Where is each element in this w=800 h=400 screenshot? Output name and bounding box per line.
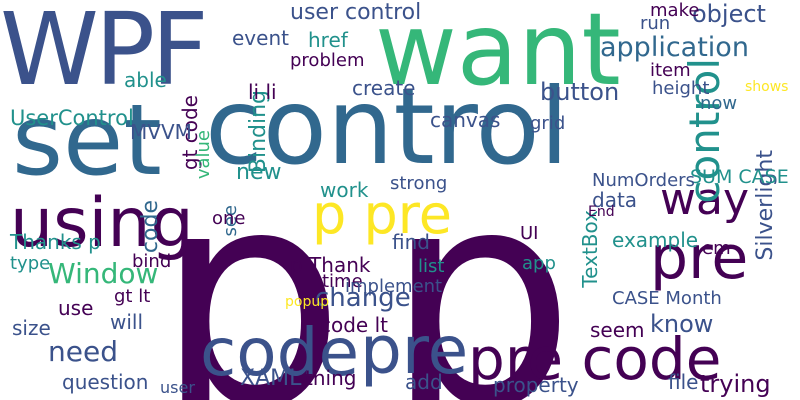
cloud-word: href <box>308 28 348 52</box>
cloud-word: seem <box>590 318 645 342</box>
cloud-word: example <box>612 228 699 252</box>
cloud-word: create <box>352 76 416 100</box>
cloud-word: li li <box>248 80 277 104</box>
cloud-word: code <box>200 314 360 391</box>
cloud-word: event <box>232 26 289 50</box>
cloud-word: work <box>320 178 369 202</box>
cloud-word: new <box>236 160 282 185</box>
cloud-word: height <box>652 78 710 99</box>
cloud-word: application <box>600 32 749 63</box>
cloud-word: p <box>385 125 575 400</box>
cloud-word: code lt <box>320 313 388 337</box>
cloud-word: p <box>155 125 345 400</box>
cloud-word: value <box>193 130 214 180</box>
cloud-word: NumOrders <box>592 170 695 191</box>
cloud-word: able <box>124 68 167 92</box>
cloud-word: list <box>418 256 445 277</box>
cloud-word: problem <box>290 50 365 71</box>
cloud-word: MVVM <box>130 120 192 144</box>
cloud-word: need <box>48 335 118 368</box>
cloud-word: app <box>522 253 556 274</box>
cloud-word: using <box>10 184 194 263</box>
cloud-word: UI <box>520 223 539 244</box>
cloud-word: run <box>640 13 671 34</box>
cloud-word: data <box>592 188 638 212</box>
cloud-word: p Thank <box>290 253 371 277</box>
cloud-word: UserControl <box>10 106 134 130</box>
cloud-word: shows <box>745 79 789 95</box>
cloud-word: now <box>700 93 738 114</box>
cloud-word: change <box>315 283 411 313</box>
cloud-word: object <box>692 0 766 28</box>
cloud-word: pre <box>650 223 749 293</box>
cloud-word: one <box>212 208 246 229</box>
cloud-word: button <box>540 78 620 106</box>
cloud-word: make <box>650 0 700 21</box>
cloud-word: find <box>392 230 430 254</box>
cloud-word: CASE Month <box>612 288 722 309</box>
cloud-word: type <box>10 253 51 274</box>
cloud-word: item <box>650 60 691 81</box>
cloud-word: p pre <box>312 183 452 246</box>
cloud-word: set <box>12 84 162 198</box>
cloud-word: WPF <box>0 0 209 108</box>
cloud-word: implement <box>345 276 443 297</box>
cloud-word: add <box>405 370 443 394</box>
cloud-word: canvas <box>430 108 501 132</box>
cloud-word: bind <box>132 251 172 272</box>
cloud-word: grid <box>530 113 566 134</box>
cloud-word: want <box>375 0 621 108</box>
cloud-word: question <box>62 370 149 394</box>
cloud-word: XAML <box>240 366 302 391</box>
cloud-word: popup <box>285 294 330 310</box>
cloud-word: pre code <box>468 325 722 393</box>
cloud-word: code <box>138 200 163 254</box>
cloud-word: way <box>660 174 749 225</box>
cloud-word: gt lt <box>114 286 151 307</box>
cloud-word: em <box>702 238 731 259</box>
cloud-word: size <box>12 316 51 340</box>
cloud-word: control <box>205 66 569 188</box>
cloud-word: know <box>650 310 714 338</box>
cloud-word: user <box>160 378 195 397</box>
cloud-word: will <box>110 310 144 334</box>
cloud-word: Window <box>48 257 159 290</box>
cloud-word: strong <box>390 173 448 194</box>
cloud-word: trying <box>700 370 771 398</box>
cloud-word: thing <box>305 366 357 390</box>
cloud-word: user control <box>290 0 422 25</box>
cloud-word: TextBox <box>578 210 602 288</box>
cloud-word: time <box>322 271 363 292</box>
cloud-word: pre <box>360 312 469 389</box>
cloud-word: Thanks p <box>10 230 101 254</box>
cloud-word: property <box>493 373 579 397</box>
cloud-word: file <box>668 370 699 394</box>
cloud-word: End <box>588 204 615 220</box>
cloud-word: SUM CASE <box>690 166 789 188</box>
cloud-word: use <box>58 296 94 320</box>
